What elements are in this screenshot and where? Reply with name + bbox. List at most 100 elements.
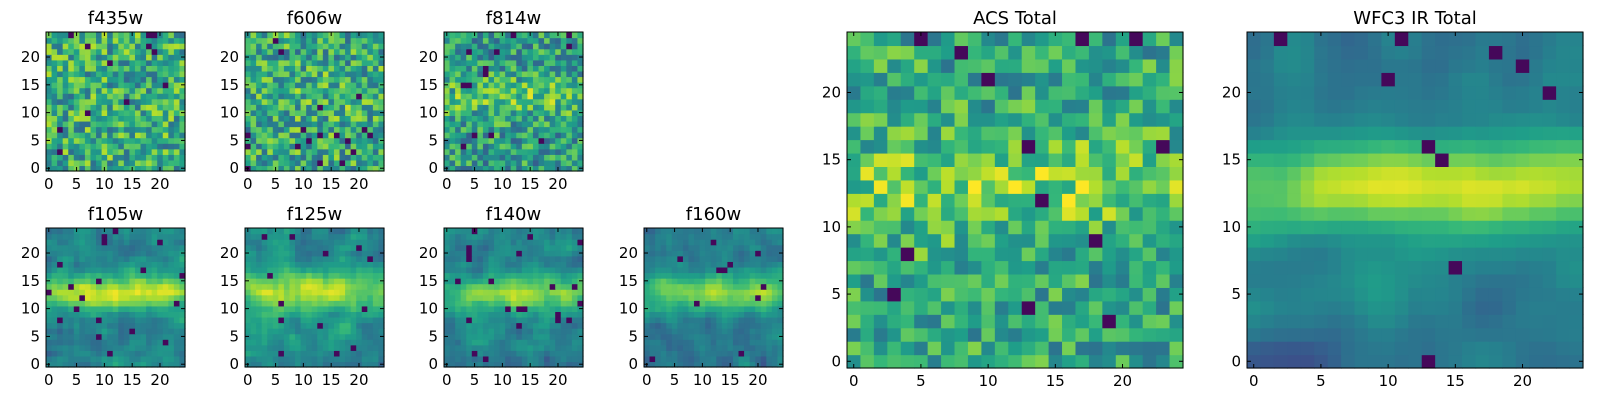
heatmap-cell <box>179 266 186 274</box>
heatmap-cell <box>527 322 534 329</box>
heatmap-cell <box>738 255 745 262</box>
heatmap-cell <box>705 289 712 296</box>
heatmap-cell <box>272 272 279 279</box>
heatmap-cell <box>317 355 324 363</box>
heatmap-cell <box>705 294 712 301</box>
heatmap-cell <box>57 289 64 296</box>
heatmap-cell <box>245 233 252 240</box>
heatmap-cell <box>328 109 335 116</box>
heatmap-cell <box>317 37 324 44</box>
heatmap-cell <box>494 244 501 251</box>
heatmap-cell <box>57 278 64 285</box>
heatmap-cell <box>134 43 142 50</box>
heatmap-cell <box>339 93 346 100</box>
heatmap-cell <box>140 322 147 329</box>
heatmap-cell <box>477 132 484 139</box>
heatmap-cell <box>261 344 268 351</box>
heatmap-cell <box>760 261 767 268</box>
heatmap-cell <box>477 339 484 346</box>
heatmap-cell <box>57 48 64 55</box>
heatmap-cell <box>356 250 363 257</box>
heatmap-cell <box>146 93 153 100</box>
heatmap-cell <box>289 294 296 301</box>
heatmap-cell <box>140 132 147 139</box>
heatmap-cell <box>151 143 158 150</box>
heatmap-cell <box>140 250 147 257</box>
heatmap-cell <box>699 328 706 335</box>
heatmap-cell <box>129 333 136 340</box>
heatmap-cell <box>532 228 540 235</box>
heatmap-cell <box>505 228 512 235</box>
heatmap-cell <box>101 272 108 279</box>
heatmap-cell <box>79 322 86 329</box>
heatmap-cell <box>261 228 268 235</box>
heatmap-cell <box>73 294 80 301</box>
heatmap-cell <box>721 283 728 290</box>
heatmap-cell <box>350 266 357 274</box>
heatmap-cell <box>477 266 484 274</box>
heatmap-cell <box>1008 354 1023 369</box>
heatmap-cell <box>555 333 562 340</box>
heatmap-cell <box>306 283 313 290</box>
heatmap-cell <box>499 126 506 133</box>
heatmap-cell <box>356 132 363 139</box>
heatmap-cell <box>544 70 551 78</box>
heatmap-cell <box>272 132 279 139</box>
heatmap-cell <box>449 361 456 368</box>
heatmap-cell <box>521 322 528 329</box>
heatmap-cell <box>455 143 462 150</box>
heatmap-cell <box>256 165 263 172</box>
heatmap-cell <box>140 120 147 128</box>
heatmap-cell <box>168 311 175 318</box>
heatmap-cell <box>549 333 556 340</box>
heatmap-cell <box>521 137 528 144</box>
heatmap-cell <box>710 289 717 296</box>
heatmap-cell <box>300 322 307 329</box>
heatmap-cell <box>350 316 357 324</box>
heatmap-cell <box>96 361 103 368</box>
heatmap-cell <box>118 355 125 363</box>
heatmap-cell <box>311 115 318 122</box>
heatmap-cell <box>146 65 153 72</box>
heatmap-cell <box>46 322 53 329</box>
heatmap-cell <box>577 93 584 100</box>
heatmap-cell <box>516 93 523 100</box>
heatmap-cell <box>278 59 285 66</box>
heatmap-cell <box>566 104 573 111</box>
heatmap-cell <box>927 193 942 208</box>
heatmap-cell <box>306 316 313 324</box>
heatmap-cell <box>322 115 329 122</box>
heatmap-cell <box>755 311 762 318</box>
heatmap-cell <box>79 350 86 357</box>
heatmap-cell <box>1008 193 1023 208</box>
heatmap-cell <box>538 228 545 235</box>
heatmap-cell <box>112 115 119 122</box>
heatmap-cell <box>118 239 125 246</box>
heatmap-cell <box>118 65 125 72</box>
heatmap-cell <box>566 333 573 340</box>
heatmap-cell <box>250 82 257 89</box>
heatmap-cell <box>477 65 484 72</box>
heatmap-cell <box>333 48 341 55</box>
heatmap-cell <box>516 322 523 329</box>
heatmap-cell <box>311 316 318 324</box>
heatmap-cell <box>732 339 740 346</box>
heatmap-cell <box>162 233 169 240</box>
heatmap-cell <box>444 93 451 100</box>
heatmap-cell <box>73 255 80 262</box>
heatmap-cell <box>766 344 773 351</box>
heatmap-cell <box>96 233 103 240</box>
heatmap-cell <box>168 98 175 105</box>
heatmap-cell <box>444 344 451 351</box>
heatmap-cell <box>68 54 75 61</box>
heatmap-cell <box>710 283 717 290</box>
heatmap-cell <box>300 311 307 318</box>
heatmap-cell <box>460 137 467 144</box>
heatmap-cell <box>566 37 573 44</box>
heatmap-cell <box>1021 341 1036 356</box>
heatmap-cell <box>46 70 53 78</box>
heatmap-cell <box>367 272 374 279</box>
heatmap-cell <box>649 328 656 335</box>
heatmap-cell <box>887 300 902 315</box>
heatmap-cell <box>146 289 153 296</box>
